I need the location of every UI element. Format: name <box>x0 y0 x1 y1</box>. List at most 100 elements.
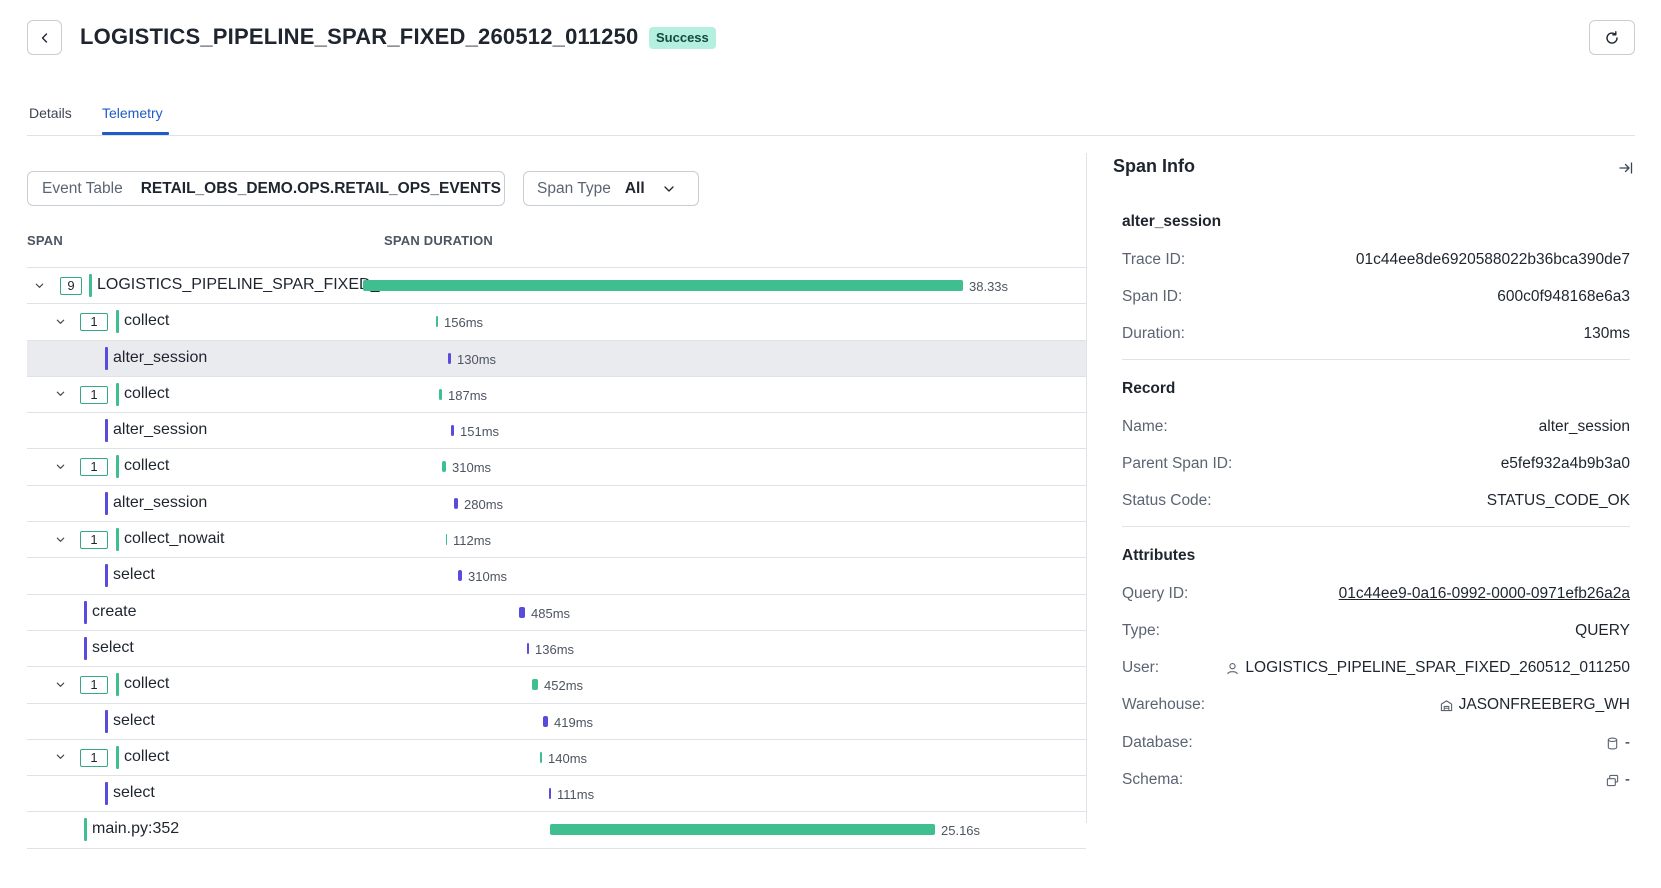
span-duration-bar <box>527 642 529 654</box>
chevron-down-icon[interactable] <box>32 278 46 292</box>
tab-telemetry[interactable]: Telemetry <box>102 105 163 121</box>
span-name: select <box>113 566 155 584</box>
trace-id-value: 01c44ee8de6920588022b36bca390de7 <box>1355 251 1630 268</box>
collapse-right-icon <box>1619 162 1633 174</box>
duration-value: 130ms <box>1583 325 1630 342</box>
child-count-badge: 1 <box>80 458 108 477</box>
span-name: select <box>113 711 155 729</box>
span-type-label: Span Type <box>537 179 611 197</box>
span-row[interactable]: 1 collect 187ms <box>27 377 1086 414</box>
tab-details[interactable]: Details <box>29 105 72 121</box>
span-row[interactable]: 1 collect 156ms <box>27 304 1086 341</box>
active-tab-indicator <box>102 132 169 135</box>
span-row[interactable]: 1 collect 452ms <box>27 667 1086 704</box>
span-kind-marker <box>116 382 119 406</box>
child-count-badge: 1 <box>80 748 108 767</box>
chevron-down-icon[interactable] <box>53 677 67 691</box>
type-label: Type: <box>1122 622 1160 639</box>
status-code-label: Status Code: <box>1122 492 1212 509</box>
record-name-row: Name: alter_session <box>1122 418 1630 440</box>
child-count-badge: 1 <box>80 531 108 550</box>
span-row[interactable]: 9 LOGISTICS_PIPELINE_SPAR_FIXED_... 38.33s <box>27 268 1086 305</box>
chevron-down-icon[interactable] <box>53 459 67 473</box>
span-row[interactable]: 1 collect 310ms <box>27 449 1086 486</box>
span-row[interactable]: select 310ms <box>27 558 1086 595</box>
span-duration-bar <box>454 497 458 509</box>
status-code-value: STATUS_CODE_OK <box>1486 492 1630 509</box>
child-count-badge: 1 <box>80 313 108 332</box>
duration-row: Duration: 130ms <box>1122 325 1630 347</box>
span-duration-bar <box>543 715 548 727</box>
span-name-heading: alter_session <box>1122 213 1222 230</box>
span-duration-label: 38.33s <box>969 279 1009 294</box>
span-name: collect <box>124 312 170 330</box>
user-value-wrap: LOGISTICS_PIPELINE_SPAR_FIXED_260512_011… <box>1226 659 1630 677</box>
span-duration-bar <box>549 788 551 800</box>
chevron-down-icon[interactable] <box>53 532 67 546</box>
span-name: alter_session <box>113 348 208 366</box>
span-duration-label: 111ms <box>557 787 595 803</box>
span-duration-label: 187ms <box>448 387 488 403</box>
schema-value-wrap: - <box>1606 771 1630 789</box>
span-row[interactable]: 1 collect_nowait 112ms <box>27 522 1086 559</box>
span-kind-marker <box>89 274 92 297</box>
span-table: 9 LOGISTICS_PIPELINE_SPAR_FIXED_... 38.33s… <box>27 267 1086 849</box>
span-duration-bar <box>446 534 447 546</box>
user-value: LOGISTICS_PIPELINE_SPAR_FIXED_260512_011… <box>1245 659 1630 676</box>
child-count-badge: 1 <box>80 676 108 695</box>
record-heading: Record <box>1122 380 1176 397</box>
query-id-link[interactable]: 01c44ee9-0a16-0992-0000-0971efb26a2a <box>1338 585 1630 602</box>
span-type-select[interactable]: Span Type All <box>523 171 699 206</box>
refresh-button[interactable] <box>1589 20 1635 55</box>
span-row[interactable]: 1 collect 140ms <box>27 740 1086 777</box>
database-icon <box>1607 737 1618 749</box>
span-name: collect <box>124 457 170 475</box>
chevron-down-icon[interactable] <box>53 750 67 764</box>
span-kind-marker <box>105 491 108 515</box>
span-row[interactable]: select 136ms <box>27 631 1086 668</box>
type-value: QUERY <box>1575 622 1630 639</box>
trace-id-row: Trace ID: 01c44ee8de6920588022b36bca390d… <box>1122 251 1630 273</box>
span-row[interactable]: select 111ms <box>27 776 1086 813</box>
event-table-filter[interactable]: Event Table RETAIL_OBS_DEMO.OPS.RETAIL_O… <box>27 171 505 206</box>
span-row[interactable]: alter_session 151ms <box>27 413 1086 450</box>
warehouse-row: Warehouse: JASONFREEBERG_WH <box>1122 696 1630 718</box>
span-duration-bar <box>540 751 542 763</box>
query-id-row: Query ID: 01c44ee9-0a16-0992-0000-0971ef… <box>1122 585 1630 607</box>
span-row[interactable]: create 485ms <box>27 595 1086 631</box>
span-name: alter_session <box>113 421 208 439</box>
span-row[interactable]: alter_session 280ms <box>27 486 1086 523</box>
back-button[interactable] <box>27 20 62 55</box>
schema-row: Schema: - <box>1122 771 1630 793</box>
span-duration-label: 310ms <box>452 460 492 476</box>
span-duration-bar <box>436 316 438 328</box>
status-badge: Success <box>649 27 716 49</box>
span-kind-marker <box>116 455 119 479</box>
column-header-span: SPAN <box>27 233 63 248</box>
span-duration-bar <box>363 280 963 291</box>
page-header: LOGISTICS_PIPELINE_SPAR_FIXED_260512_011… <box>27 20 1635 56</box>
span-duration-label: 112ms <box>453 533 492 549</box>
chevron-down-icon[interactable] <box>53 387 67 401</box>
collapse-panel-button[interactable] <box>1617 159 1635 177</box>
span-duration-bar <box>439 388 442 400</box>
span-kind-marker <box>105 782 108 806</box>
child-count-badge: 1 <box>80 385 108 404</box>
span-kind-marker <box>116 528 119 552</box>
span-row[interactable]: main.py:352 25.16s <box>27 812 1086 849</box>
parent-span-id-value: e5fef932a4b9b3a0 <box>1500 455 1630 472</box>
span-row[interactable]: alter_session 130ms <box>27 340 1086 377</box>
span-name: select <box>113 784 155 802</box>
span-kind-marker <box>84 818 87 842</box>
span-row[interactable]: select 419ms <box>27 704 1086 740</box>
chevron-down-icon[interactable] <box>53 314 67 328</box>
span-name: alter_session <box>113 493 208 511</box>
span-name: select <box>92 638 134 656</box>
query-id-label: Query ID: <box>1122 585 1189 602</box>
attributes-heading: Attributes <box>1122 547 1196 564</box>
panel-divider <box>1086 153 1087 823</box>
span-id-value: 600c0f948168e6a3 <box>1497 288 1630 305</box>
span-duration-bar <box>519 606 525 618</box>
trace-id-label: Trace ID: <box>1122 251 1186 268</box>
span-id-row: Span ID: 600c0f948168e6a3 <box>1122 288 1630 310</box>
